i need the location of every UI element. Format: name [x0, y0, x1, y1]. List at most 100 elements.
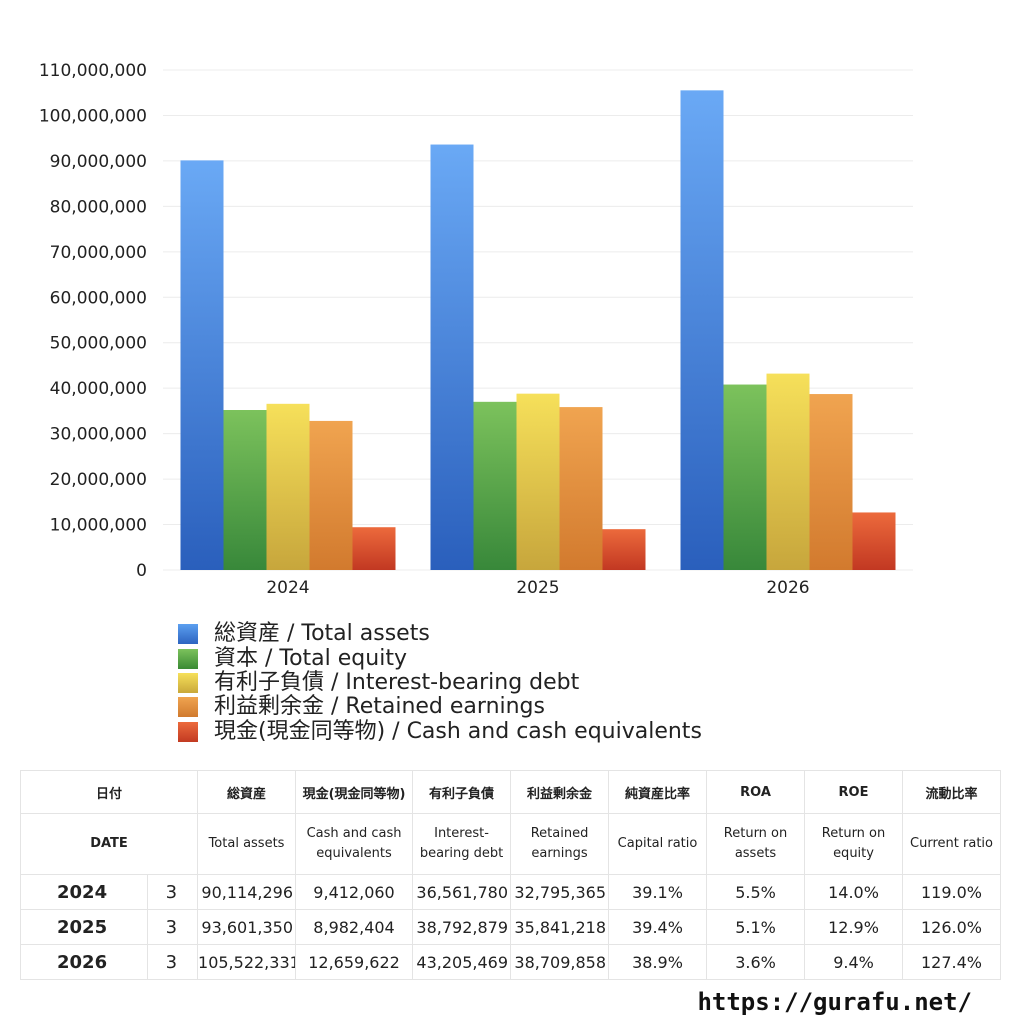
cell-capital-ratio: 38.9%	[608, 944, 708, 980]
legend-item-total-equity: 資本 / Total equity	[178, 646, 702, 670]
cell-roa: 5.5%	[706, 874, 806, 910]
legend-label-interest-bearing-debt: 有利子負債 / Interest-bearing debt	[214, 669, 580, 695]
cell-roa: 3.6%	[706, 944, 806, 980]
legend-item-total-assets: 総資産 / Total assets	[178, 622, 702, 646]
header-capital-ratio-jp: 純資産比率	[608, 770, 708, 814]
header-roe-jp: ROE	[804, 770, 904, 814]
bar	[473, 401, 517, 570]
cell-roe: 14.0%	[804, 874, 904, 910]
cell-total-assets: 105,522,331	[197, 944, 297, 980]
header-current-ratio-en: Current ratio	[902, 813, 1002, 875]
y-tick-label: 60,000,000	[50, 288, 147, 308]
cell-cash: 8,982,404	[295, 909, 414, 945]
y-tick-label: 70,000,000	[50, 243, 147, 263]
cell-month: 3	[146, 909, 199, 945]
bar	[852, 512, 896, 570]
cell-month: 3	[146, 874, 199, 910]
chart-bars	[180, 90, 896, 571]
bar	[352, 527, 396, 570]
header-total-assets-jp: 総資産	[197, 770, 297, 814]
legend-item-interest-bearing-debt: 有利子負債 / Interest-bearing debt	[178, 671, 702, 695]
table-row: 2024 3 90,114,296 9,412,060 36,561,780 3…	[20, 874, 1002, 910]
bar	[430, 144, 474, 571]
y-tick-label: 40,000,000	[50, 379, 147, 399]
cell-retained: 38,709,858	[510, 944, 610, 980]
cell-month: 3	[146, 944, 199, 980]
cell-roe: 12.9%	[804, 909, 904, 945]
legend-swatch-retained-earnings	[178, 697, 198, 718]
table-row: 2025 3 93,601,350 8,982,404 38,792,879 3…	[20, 909, 1002, 945]
legend-swatch-cash	[178, 721, 198, 742]
header-date-jp: 日付	[19, 770, 199, 814]
y-tick-label: 0	[136, 561, 147, 581]
legend-swatch-total-assets	[178, 624, 198, 645]
header-roa-jp: ROA	[706, 770, 806, 814]
site-url[interactable]: https://gurafu.net/	[697, 988, 972, 1016]
financial-table: 日付 総資産 現金(現金同等物) 有利子負債 利益剰余金 純資産比率 ROA R…	[19, 770, 1002, 980]
header-debt-en: Interest-bearing debt	[412, 813, 512, 875]
legend-label-cash: 現金(現金同等物) / Cash and cash equivalents	[214, 718, 702, 744]
cell-total-assets: 93,601,350	[197, 909, 297, 945]
x-tick-label: 2026	[766, 578, 809, 598]
header-roe-en: Return on equity	[804, 813, 904, 875]
bar	[680, 90, 724, 571]
table-row: 2026 3 105,522,331 12,659,622 43,205,469…	[20, 944, 1002, 980]
cell-capital-ratio: 39.4%	[608, 909, 708, 945]
y-axis-tick-labels: 0 10,000,000 20,000,000 30,000,000 40,000,00…	[39, 61, 147, 581]
bar	[516, 393, 560, 570]
x-axis-tick-labels: 2024 2025 2026	[266, 578, 809, 598]
x-tick-label: 2024	[266, 578, 309, 598]
cell-current-ratio: 119.0%	[902, 874, 1002, 910]
chart-legend: 総資産 / Total assets 資本 / Total equity 有利子…	[178, 622, 702, 744]
y-tick-label: 110,000,000	[39, 61, 147, 81]
bar	[559, 407, 603, 570]
header-capital-ratio-en: Capital ratio	[608, 813, 708, 875]
cell-year: 2024	[20, 874, 148, 910]
header-cash-en: Cash and cash equivalents	[295, 813, 414, 875]
bar	[309, 420, 353, 570]
bar	[602, 529, 646, 570]
bar	[266, 403, 310, 570]
y-tick-label: 30,000,000	[50, 425, 147, 445]
cell-cash: 12,659,622	[295, 944, 414, 980]
cell-roa: 5.1%	[706, 909, 806, 945]
cell-year: 2025	[20, 909, 148, 945]
bar	[766, 373, 810, 570]
y-tick-label: 80,000,000	[50, 197, 147, 217]
y-tick-label: 20,000,000	[50, 470, 147, 490]
y-tick-label: 10,000,000	[50, 516, 147, 536]
cell-capital-ratio: 39.1%	[608, 874, 708, 910]
legend-swatch-total-equity	[178, 648, 198, 669]
cell-debt: 36,561,780	[412, 874, 512, 910]
cell-roe: 9.4%	[804, 944, 904, 980]
y-tick-label: 100,000,000	[39, 106, 147, 126]
legend-label-total-equity: 資本 / Total equity	[214, 645, 407, 671]
header-retained-en: Retained earnings	[510, 813, 610, 875]
cell-cash: 9,412,060	[295, 874, 414, 910]
header-current-ratio-jp: 流動比率	[902, 770, 1002, 814]
header-date-en: DATE	[19, 813, 199, 875]
bar-chart: 0 10,000,000 20,000,000 30,000,000 40,000,00…	[39, 61, 913, 598]
header-roa-en: Return on assets	[706, 813, 806, 875]
bar	[223, 410, 267, 570]
header-retained-jp: 利益剰余金	[510, 770, 610, 814]
legend-item-cash: 現金(現金同等物) / Cash and cash equivalents	[178, 720, 702, 744]
header-cash-jp: 現金(現金同等物)	[295, 770, 414, 814]
legend-label-retained-earnings: 利益剰余金 / Retained earnings	[214, 694, 545, 720]
legend-item-retained-earnings: 利益剰余金 / Retained earnings	[178, 695, 702, 719]
cell-total-assets: 90,114,296	[197, 874, 297, 910]
cell-debt: 38,792,879	[412, 909, 512, 945]
cell-year: 2026	[20, 944, 148, 980]
y-tick-label: 50,000,000	[50, 334, 147, 354]
header-total-assets-en: Total assets	[197, 813, 297, 875]
cell-retained: 32,795,365	[510, 874, 610, 910]
header-debt-jp: 有利子負債	[412, 770, 512, 814]
cell-debt: 43,205,469	[412, 944, 512, 980]
cell-retained: 35,841,218	[510, 909, 610, 945]
cell-current-ratio: 127.4%	[902, 944, 1002, 980]
legend-label-total-assets: 総資産 / Total assets	[214, 621, 430, 647]
cell-current-ratio: 126.0%	[902, 909, 1002, 945]
bar	[180, 160, 224, 570]
bar	[809, 394, 853, 570]
bar	[723, 384, 767, 570]
